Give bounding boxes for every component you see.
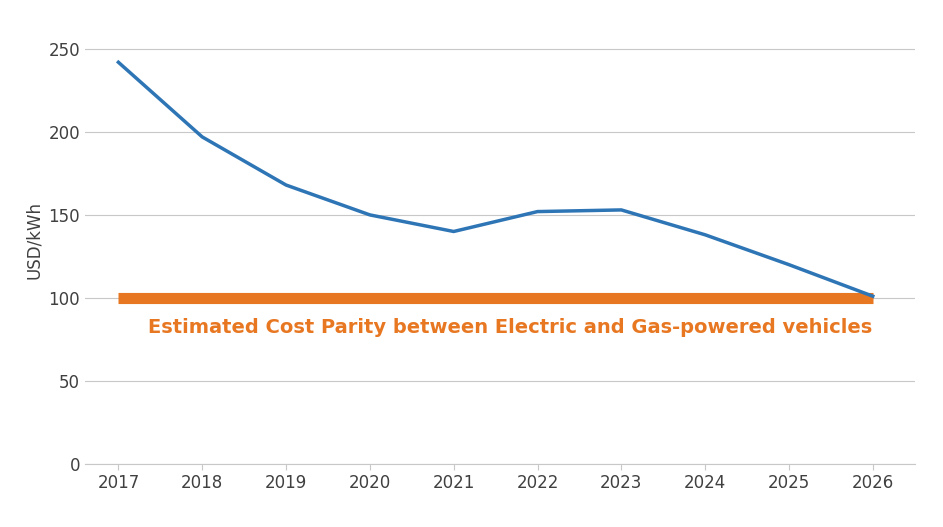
Y-axis label: USD/kWh: USD/kWh (25, 201, 42, 279)
Text: Estimated Cost Parity between Electric and Gas-powered vehicles: Estimated Cost Parity between Electric a… (148, 318, 872, 337)
